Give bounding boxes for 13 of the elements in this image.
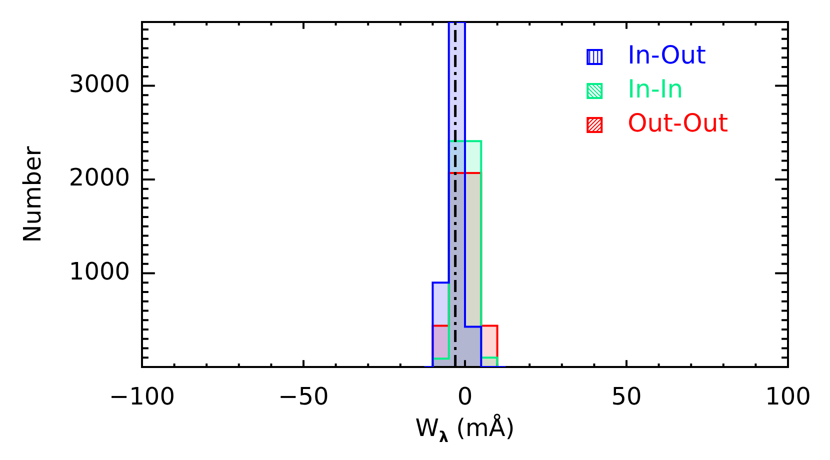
x-tick-label: 100 <box>765 382 811 411</box>
y-tick-label: 1000 <box>68 257 130 286</box>
legend-label: In-Out <box>628 40 706 70</box>
x-tick-label: −100 <box>109 382 175 411</box>
legend-label: In-In <box>628 74 684 104</box>
y-tick-label: 3000 <box>68 70 130 98</box>
legend-label: Out-Out <box>628 108 728 138</box>
y-axis-title: Number <box>18 146 47 243</box>
x-axis-title: W$_{λ}$ (mÅ) <box>414 414 516 448</box>
y-tick-label: 2000 <box>68 164 130 192</box>
x-tick-label: 0 <box>457 382 473 411</box>
x-tick-label: −50 <box>278 382 329 411</box>
x-tick-label: 50 <box>611 382 642 411</box>
